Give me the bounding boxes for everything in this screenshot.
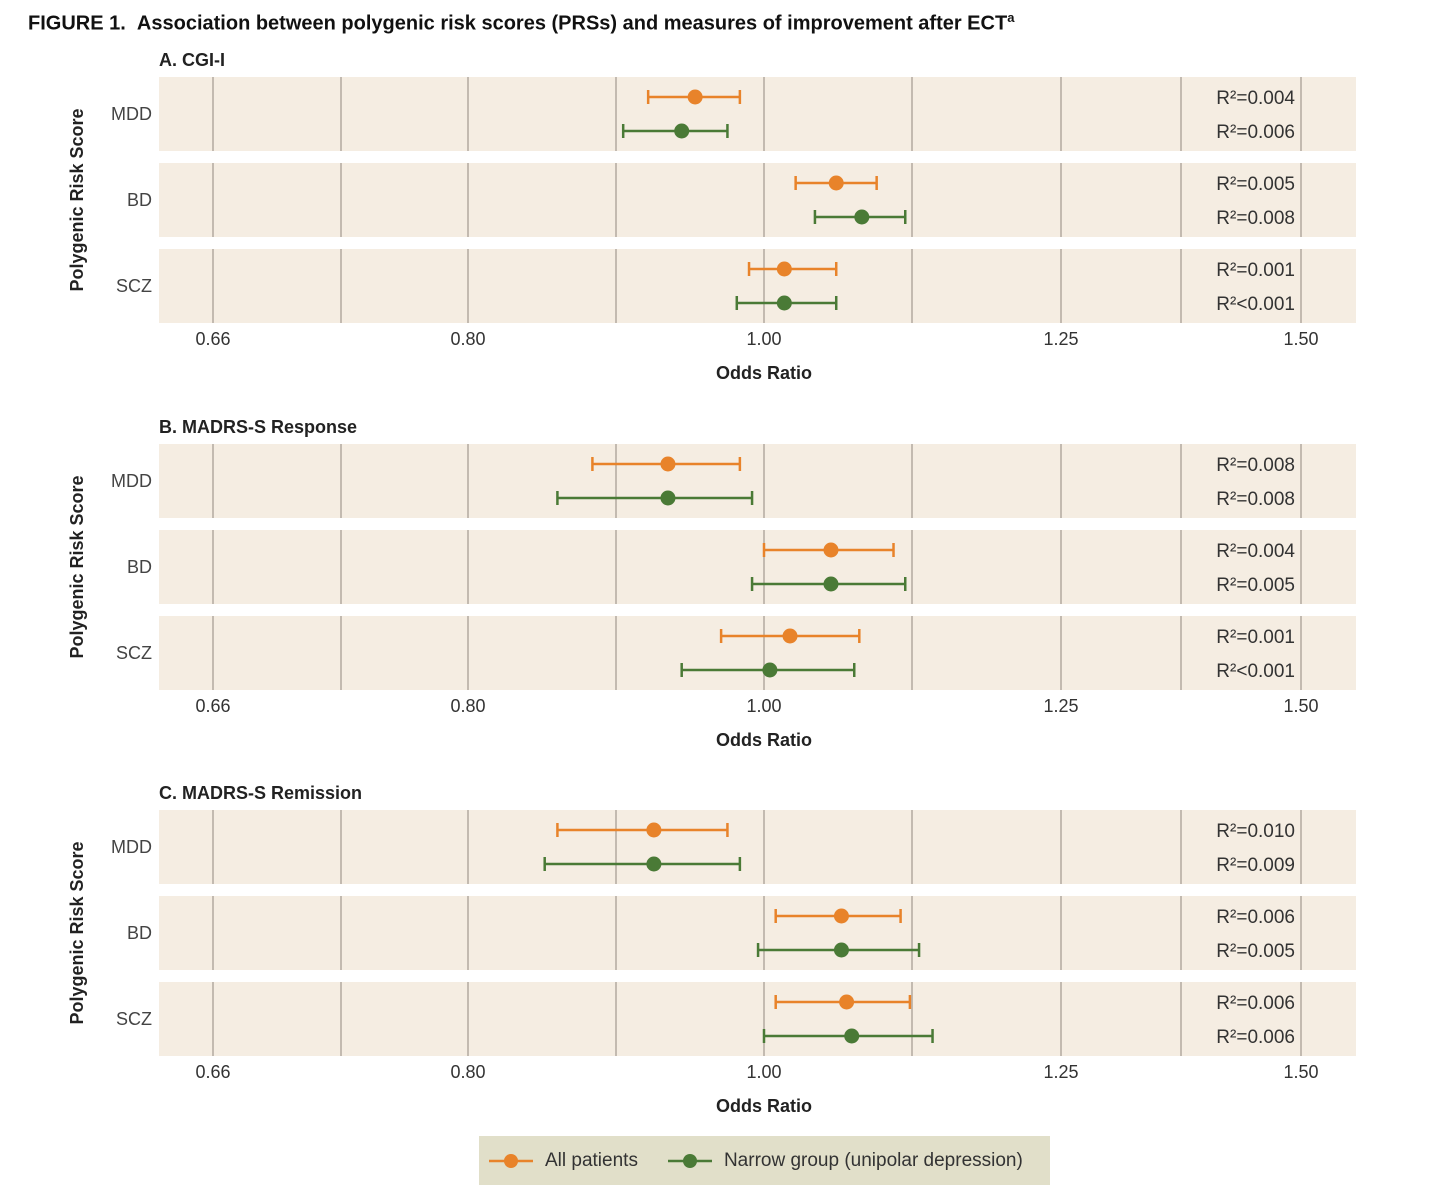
x-tick-label: 0.66 — [195, 329, 230, 349]
r-squared-label: R²=0.005 — [1216, 941, 1295, 962]
estimate-point — [687, 89, 703, 105]
legend-marker-icon — [667, 1153, 712, 1168]
x-tick-label: 0.80 — [450, 329, 485, 349]
r-squared-label: R²=0.004 — [1216, 88, 1295, 109]
group-label: SCZ — [116, 276, 152, 296]
x-tick-label: 0.66 — [195, 1062, 230, 1082]
figure-label: FIGURE 1. — [28, 12, 126, 35]
group-band — [159, 616, 1356, 690]
r-squared-label: R²=0.008 — [1216, 208, 1295, 229]
figure-title-text: Association between polygenic risk score… — [136, 12, 1008, 35]
estimate-point — [823, 576, 839, 592]
estimate-point — [660, 456, 676, 472]
estimate-point — [776, 295, 792, 311]
legend-item-narrow-group: Narrow group (unipolar depression) — [667, 1149, 1023, 1172]
legend-item-all-patients: All patients — [489, 1150, 638, 1172]
r-squared-label: R²=0.005 — [1216, 174, 1295, 195]
r-squared-label: R²=0.001 — [1216, 260, 1295, 281]
group-label: MDD — [111, 837, 152, 857]
r-squared-label: R²=0.008 — [1216, 489, 1295, 510]
r-squared-label: R²=0.004 — [1216, 541, 1295, 562]
estimate-point — [646, 822, 662, 838]
legend-label: Narrow group (unipolar depression) — [723, 1149, 1023, 1171]
group-label: SCZ — [116, 643, 152, 663]
legend-marker-icon — [489, 1153, 533, 1168]
x-axis-label: Odds Ratio — [716, 363, 812, 383]
r-squared-label: R²=0.009 — [1216, 855, 1295, 876]
x-tick-label: 1.50 — [1283, 696, 1318, 716]
r-squared-label: R²=0.006 — [1216, 122, 1295, 143]
group-band — [159, 444, 1356, 518]
x-tick-label: 0.80 — [450, 696, 485, 716]
estimate-point — [762, 662, 778, 678]
x-tick-label: 1.00 — [746, 329, 781, 349]
group-band — [159, 163, 1356, 237]
panel-title: C. MADRS-S Remission — [159, 783, 362, 803]
estimate-point — [833, 908, 849, 924]
group-label: MDD — [111, 104, 152, 124]
x-tick-label: 0.80 — [450, 1062, 485, 1082]
x-tick-label: 1.00 — [746, 696, 781, 716]
r-squared-label: R²<0.001 — [1216, 661, 1295, 682]
estimate-point — [854, 209, 870, 225]
r-squared-label: R²=0.001 — [1216, 627, 1295, 648]
y-axis-label: Polygenic Risk Score — [67, 108, 87, 291]
estimate-point — [844, 1028, 860, 1044]
x-tick-label: 1.25 — [1043, 329, 1078, 349]
x-axis-label: Odds Ratio — [716, 1096, 812, 1116]
estimate-point — [646, 856, 662, 872]
panel-title: B. MADRS-S Response — [159, 417, 357, 437]
x-tick-label: 1.25 — [1043, 696, 1078, 716]
x-tick-label: 1.50 — [1283, 329, 1318, 349]
figure-title-superscript: a — [1007, 10, 1015, 25]
r-squared-label: R²=0.005 — [1216, 575, 1295, 596]
x-tick-label: 1.50 — [1283, 1062, 1318, 1082]
x-tick-label: 1.00 — [746, 1062, 781, 1082]
group-band — [159, 982, 1356, 1056]
group-label: MDD — [111, 471, 152, 491]
r-squared-label: R²=0.008 — [1216, 455, 1295, 476]
panel-title: A. CGI-I — [159, 50, 225, 70]
estimate-point — [776, 261, 792, 277]
estimate-point — [660, 490, 676, 506]
group-band — [159, 77, 1356, 151]
group-band — [159, 249, 1356, 323]
estimate-point — [782, 628, 798, 644]
group-label: BD — [127, 923, 152, 943]
r-squared-label: R²=0.010 — [1216, 821, 1295, 842]
x-axis-label: Odds Ratio — [716, 730, 812, 750]
estimate-point — [823, 542, 839, 558]
group-label: BD — [127, 557, 152, 577]
legend-label: All patients — [545, 1149, 638, 1171]
group-label: SCZ — [116, 1009, 152, 1029]
group-band — [159, 530, 1356, 604]
figure-title: FIGURE 1. Association between polygenic … — [28, 10, 1014, 36]
estimate-point — [833, 942, 849, 958]
r-squared-label: R²=0.006 — [1216, 1027, 1295, 1048]
x-tick-label: 1.25 — [1043, 1062, 1078, 1082]
legend: All patients Narrow group (unipolar depr… — [479, 1136, 1050, 1185]
group-label: BD — [127, 190, 152, 210]
y-axis-label: Polygenic Risk Score — [67, 475, 87, 658]
r-squared-label: R²<0.001 — [1216, 294, 1295, 315]
r-squared-label: R²=0.006 — [1216, 907, 1295, 928]
estimate-point — [839, 994, 855, 1010]
estimate-point — [674, 123, 690, 139]
group-band — [159, 810, 1356, 884]
group-band — [159, 896, 1356, 970]
estimate-point — [828, 175, 844, 191]
x-tick-label: 0.66 — [195, 696, 230, 716]
r-squared-label: R²=0.006 — [1216, 993, 1295, 1014]
y-axis-label: Polygenic Risk Score — [67, 841, 87, 1024]
